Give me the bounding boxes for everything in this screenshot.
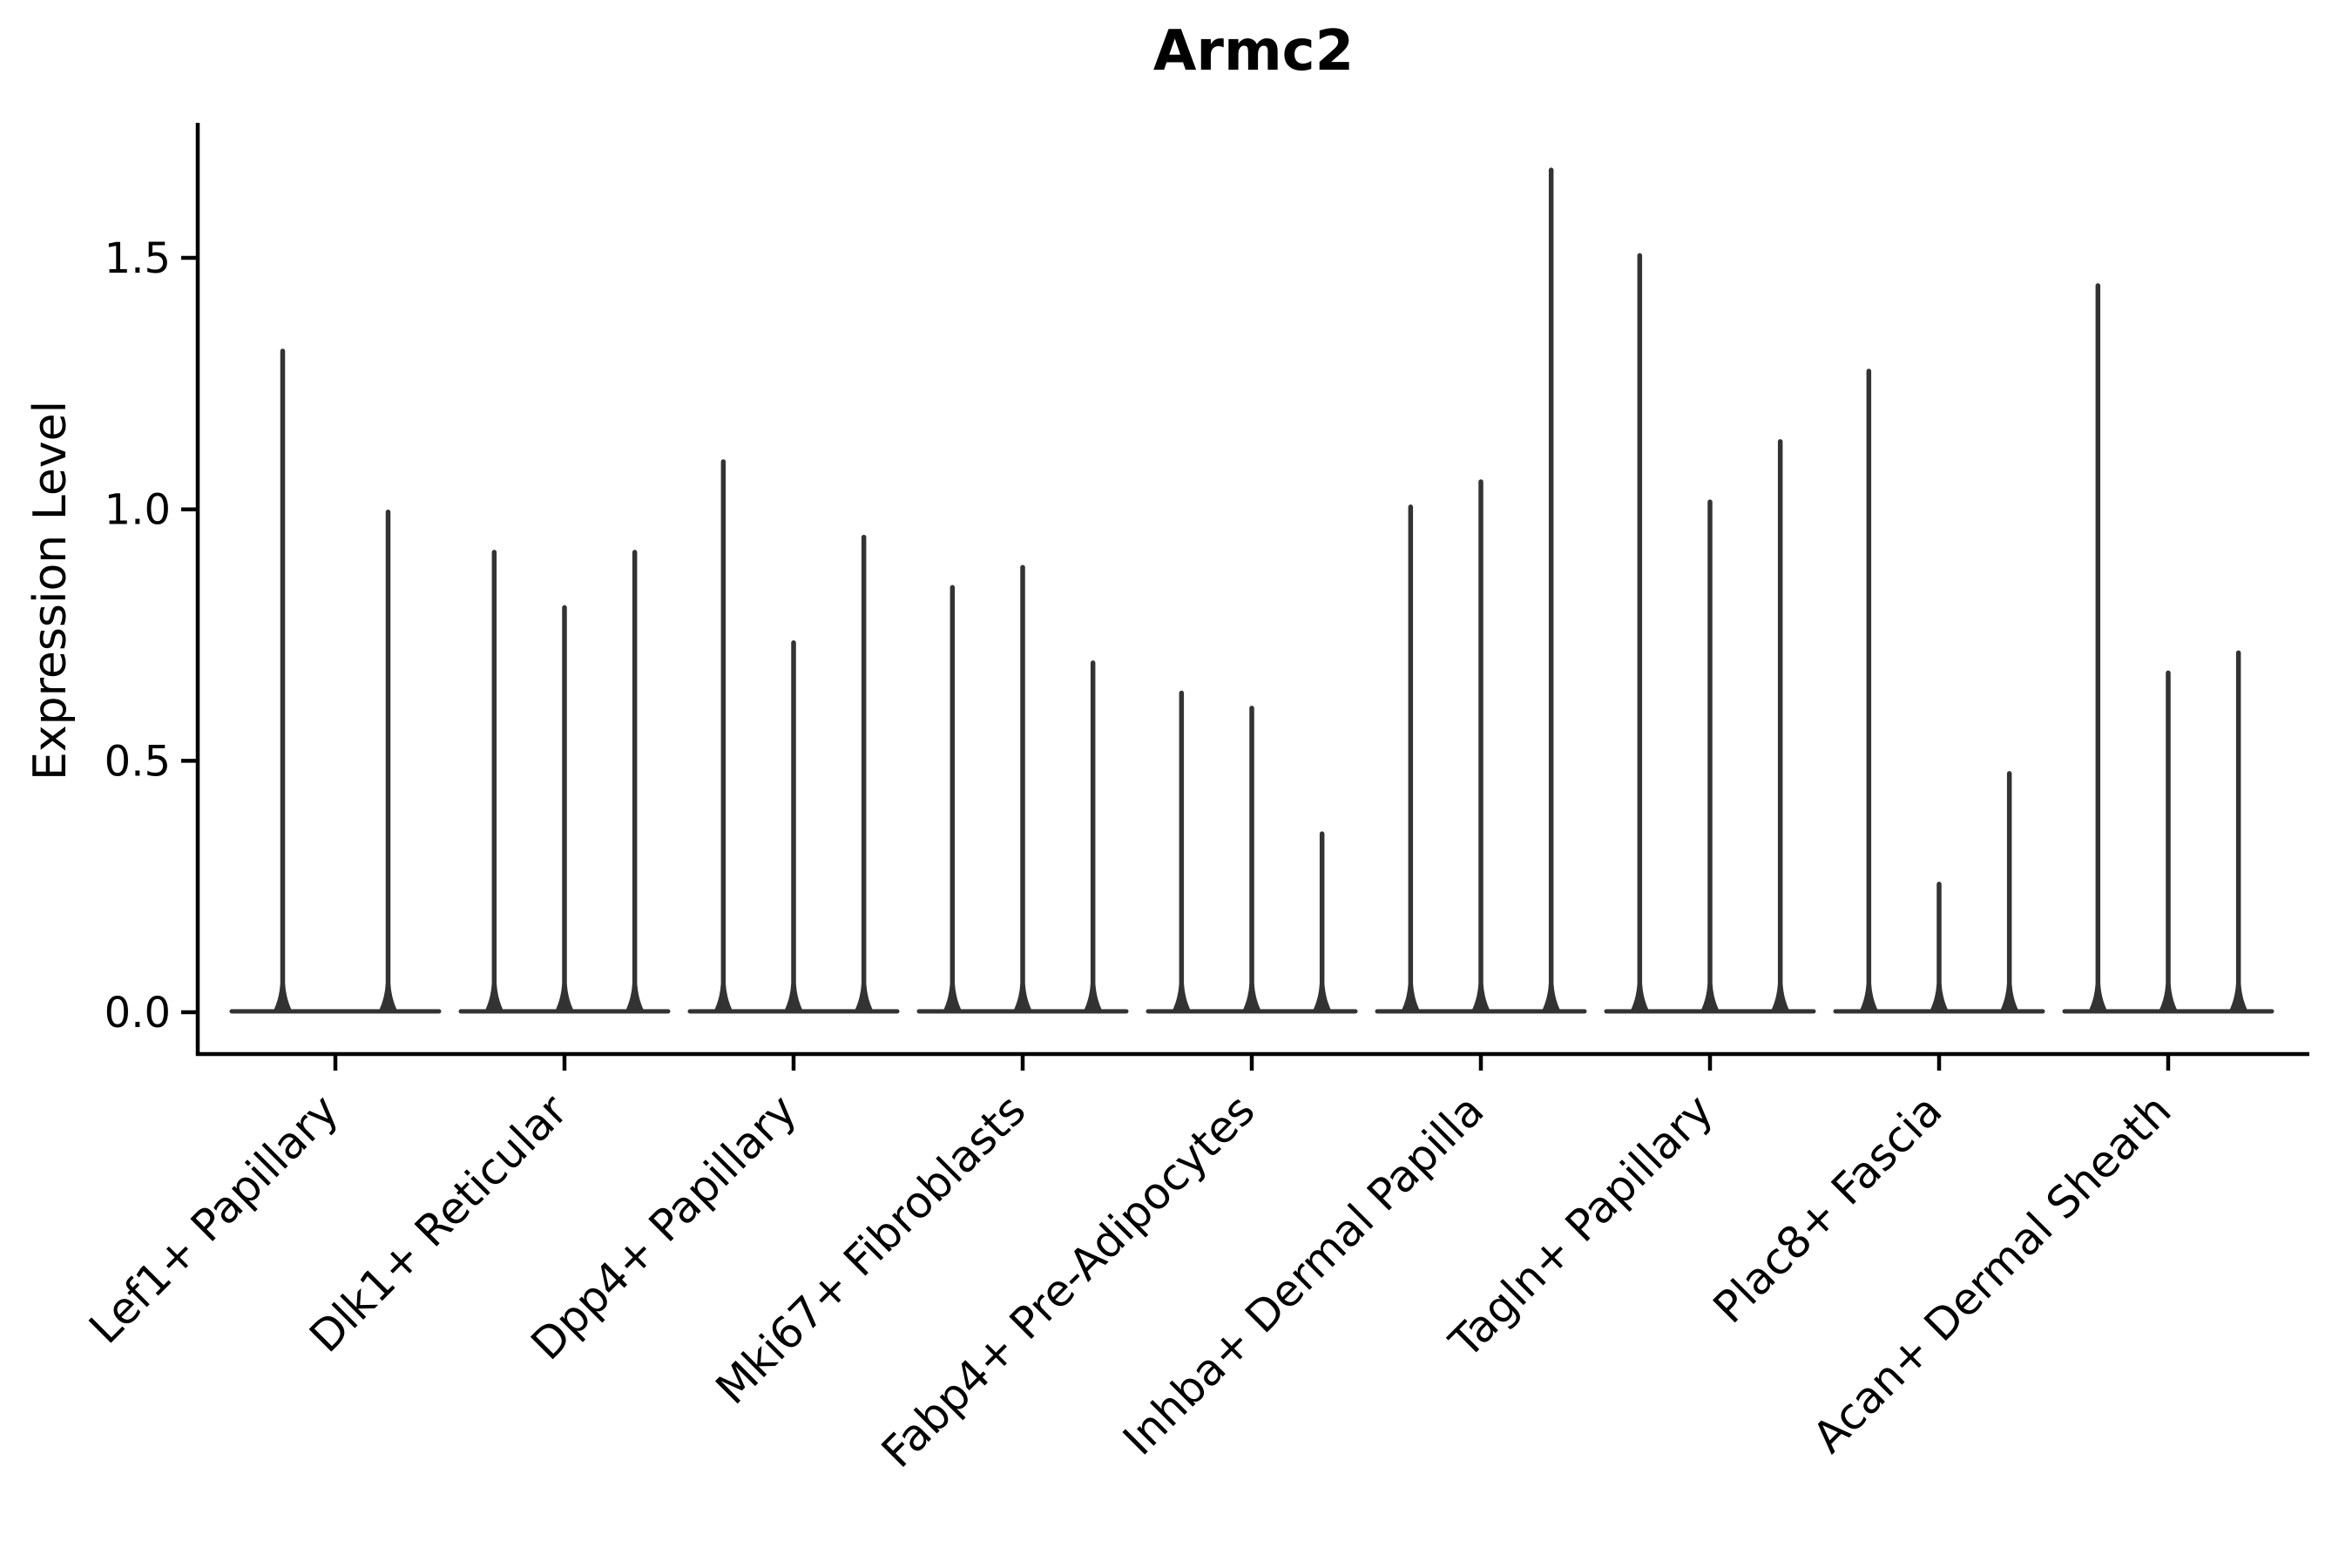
x-tick-label: Plac8+ Fascia [1704, 1085, 1952, 1333]
y-tick-label: 0.0 [105, 989, 171, 1037]
y-tick-label: 1.5 [105, 234, 171, 283]
x-tick-label: Lef1+ Papillary [79, 1085, 348, 1353]
y-tick-label: 1.0 [105, 486, 171, 535]
chart-title: Armc2 [1152, 19, 1355, 84]
x-tick-label: Fabp4+ Pre-Adipocytes [872, 1085, 1265, 1477]
y-tick-label: 0.5 [105, 737, 171, 786]
